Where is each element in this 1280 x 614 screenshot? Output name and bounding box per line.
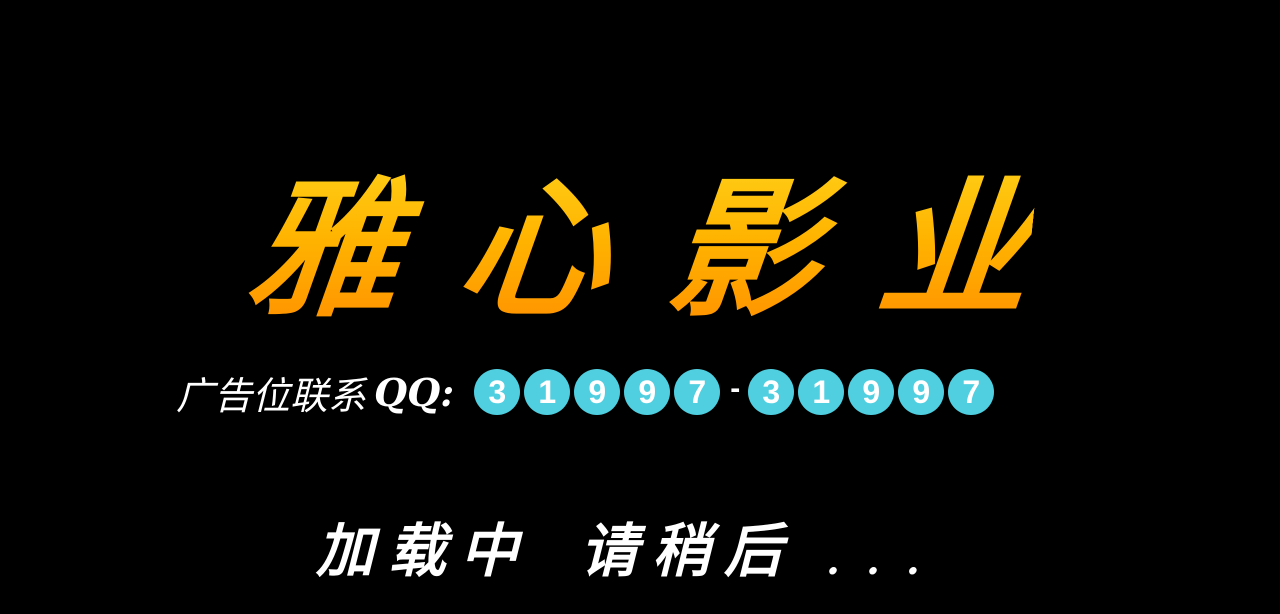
brand-title-char: 雅 — [240, 162, 410, 338]
brand-title-char: 业 — [870, 162, 1040, 338]
qq-digit: 9 — [898, 369, 945, 415]
please-wait-text: 请稍后 — [580, 517, 797, 585]
qq-digit: 9 — [848, 369, 895, 415]
qq-digit: 9 — [624, 369, 671, 415]
ad-contact-row: 广告位联系 QQ: 3 1 9 9 7 - 3 1 9 9 7 — [176, 366, 998, 418]
qq-separator: - — [730, 372, 741, 405]
qq-digit: 7 — [674, 369, 721, 415]
brand-title: 雅 心 影 业 — [239, 150, 1040, 350]
ad-contact-label: 广告位联系 — [176, 373, 367, 418]
qq-digit: 7 — [948, 369, 995, 415]
qq-digit: 3 — [748, 369, 795, 415]
qq-label: QQ: — [374, 369, 455, 415]
loading-dots: ... — [826, 537, 946, 584]
brand-title-char: 心 — [450, 162, 620, 338]
qq-digit: 9 — [574, 369, 621, 415]
qq-digit: 1 — [798, 369, 845, 415]
qq-digit: 3 — [474, 369, 521, 415]
qq-digit: 1 — [524, 369, 571, 415]
loading-text: 加载中 — [316, 517, 533, 585]
qq-number: 3 1 9 9 7 - 3 1 9 9 7 — [474, 369, 998, 415]
brand-title-char: 影 — [660, 162, 830, 338]
loading-status: 加载中 请稍后 ... — [316, 506, 946, 586]
